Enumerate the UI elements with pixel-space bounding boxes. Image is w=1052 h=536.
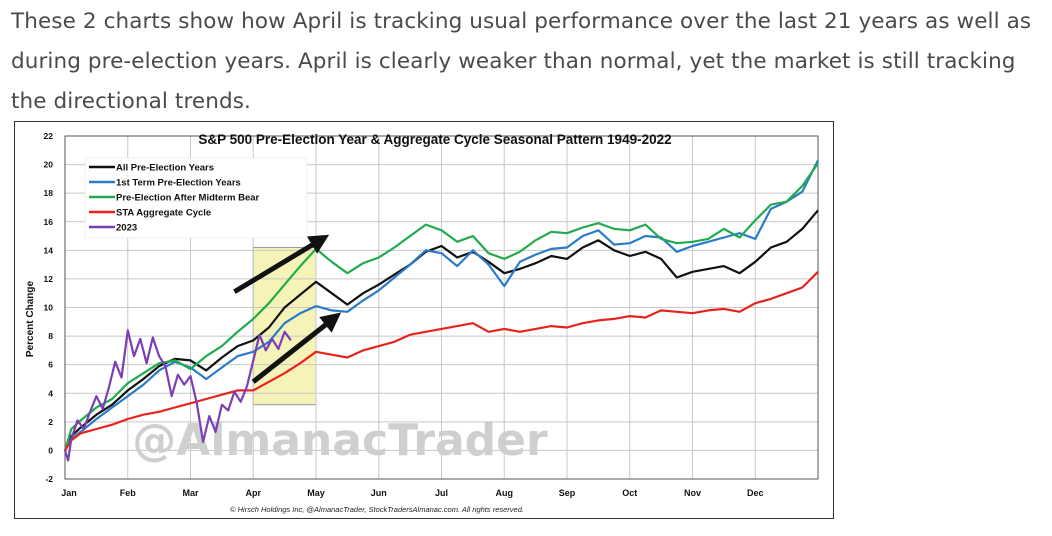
x-tick-label: Jan	[61, 488, 77, 498]
trend-arrow	[233, 234, 330, 294]
trend-arrows	[233, 234, 342, 384]
y-tick-label: 8	[48, 331, 53, 341]
plot-border	[64, 135, 819, 480]
y-axis-label: Percent Change	[25, 280, 36, 357]
x-tick-label: May	[307, 488, 325, 498]
seasonal-pattern-chart: -2 0 2 4 6 8 10 12 14 16 18 20 22 Jan Feb Mar Apr May Jun…	[25, 131, 819, 514]
y-tick-label: 14	[44, 245, 54, 255]
y-tick-labels: -2 0 2 4 6 8 10 12 14 16 18 20 22	[44, 131, 54, 484]
series-line	[63, 329, 292, 462]
y-tick-label: 0	[48, 445, 53, 455]
watermark: @AlmanacTrader	[132, 415, 548, 466]
legend-label: 1st Term Pre-Election Years	[116, 178, 241, 189]
x-tick-label: Sep	[559, 488, 576, 498]
intro-paragraph: These 2 charts show how April is trackin…	[11, 9, 1032, 114]
series-line	[64, 271, 819, 451]
x-tick-label: Apr	[246, 488, 262, 498]
y-tick-label: 18	[44, 188, 54, 198]
x-tick-label: Jun	[371, 488, 387, 498]
legend-label: 2023	[116, 223, 137, 234]
footer-copyright: © Hirsch Holdings Inc, @AlmanacTrader, S…	[230, 505, 524, 514]
x-tick-label: Feb	[120, 488, 137, 498]
y-tick-label: 22	[44, 131, 54, 141]
x-tick-label: Jul	[435, 488, 448, 498]
y-tick-label: 16	[44, 217, 54, 227]
legend-label: STA Aggregate Cycle	[116, 208, 211, 219]
x-tick-label: Oct	[622, 488, 637, 498]
y-tick-label: 20	[44, 160, 54, 170]
series-line	[63, 209, 819, 451]
y-tick-label: -2	[45, 474, 53, 484]
chart-title: S&P 500 Pre-Election Year & Aggregate Cy…	[198, 132, 671, 147]
y-tick-label: 10	[44, 303, 54, 313]
x-tick-labels: Jan Feb Mar Apr May Jun Jul Aug Sep Oct Nov Dec	[61, 488, 763, 498]
y-tick-label: 6	[48, 360, 53, 370]
series-line	[63, 162, 819, 451]
trend-arrow	[251, 312, 342, 384]
data-series	[63, 159, 819, 462]
legend-label: All Pre-Election Years	[116, 163, 214, 174]
x-tick-label: Mar	[182, 488, 199, 498]
chart-panel: -2 0 2 4 6 8 10 12 14 16 18 20 22 Jan Feb Mar Apr May Jun…	[14, 121, 834, 519]
legend-box	[84, 157, 308, 239]
legend-label: Pre-Election After Midterm Bear	[116, 193, 260, 204]
y-tick-label: 12	[44, 274, 54, 284]
x-tick-label: Aug	[496, 488, 514, 498]
x-tick-label: Dec	[747, 488, 764, 498]
legend: All Pre-Election Years 1st Term Pre-Elect…	[84, 157, 308, 239]
highlight-region	[252, 246, 317, 406]
y-tick-label: 2	[48, 417, 53, 427]
y-tick-label: 4	[48, 388, 53, 398]
x-tick-label: Nov	[684, 488, 701, 498]
